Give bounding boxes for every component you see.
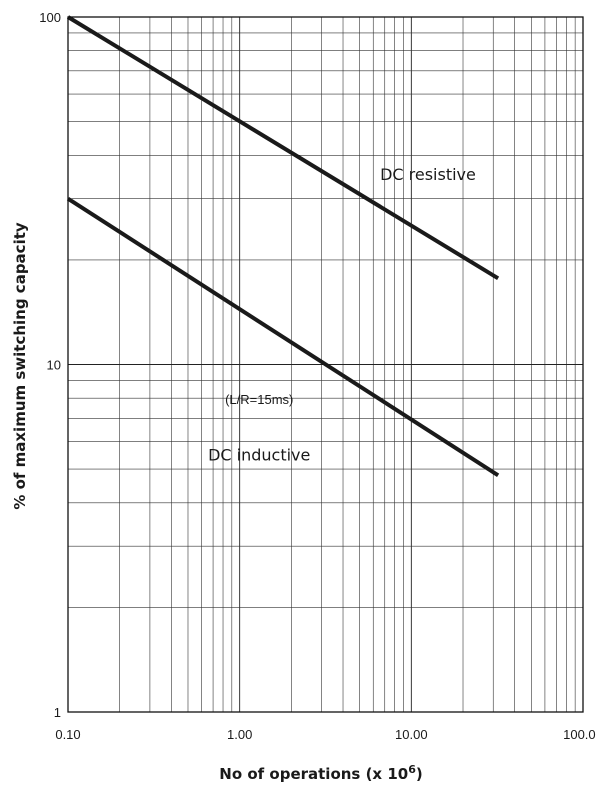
x-tick-label: 0.10 <box>55 727 80 742</box>
x-tick-labels: 0.10 1.00 10.00 100.00 <box>55 727 596 742</box>
annotation-dc-inductive: DC inductive <box>208 445 310 464</box>
series-line-dc-inductive <box>66 197 500 477</box>
plot-frame <box>67 16 584 713</box>
y-axis-title: % of maximum switching capacity <box>11 222 29 510</box>
series-layer <box>66 15 500 477</box>
annotation-dc-resistive: DC resistive <box>380 165 476 184</box>
y-tick-label: 100 <box>39 10 61 25</box>
x-tick-label: 100.00 <box>563 727 596 742</box>
annotation-l-r-15ms: (L/R=15ms) <box>225 392 293 407</box>
y-tick-label: 1 <box>54 705 61 720</box>
x-tick-label: 10.00 <box>395 727 428 742</box>
annotations: DC resistive (L/R=15ms) DC inductive <box>208 165 476 465</box>
x-tick-label: 1.00 <box>227 727 252 742</box>
y-tick-labels: 1 10 100 <box>39 10 61 720</box>
y-tick-label: 10 <box>47 358 61 373</box>
series-line-dc-resistive <box>66 15 500 281</box>
x-axis-title: No of operations (x 106) <box>219 763 422 783</box>
grid <box>67 17 583 713</box>
